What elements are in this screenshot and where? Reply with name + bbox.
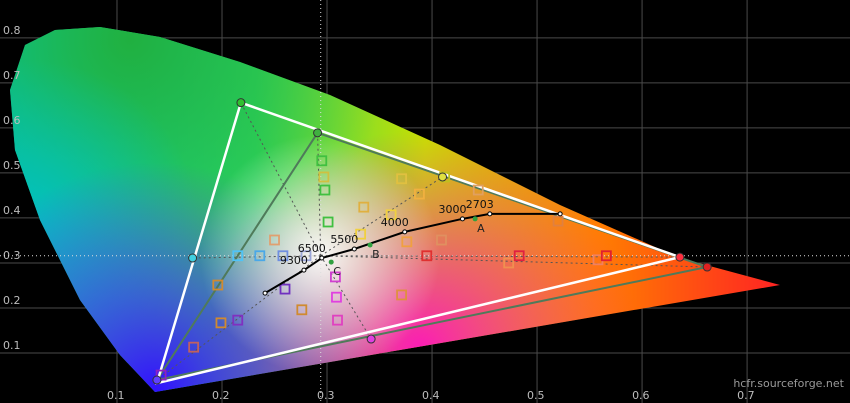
temperature-label: 6500 <box>298 242 326 255</box>
square-marker <box>296 304 308 316</box>
square-marker <box>319 184 331 196</box>
x-tick-label: 0.4 <box>422 389 440 402</box>
square-marker <box>396 173 407 185</box>
square-marker <box>421 250 433 262</box>
locus-point <box>402 229 408 235</box>
locus-point <box>301 267 307 273</box>
locus-point <box>557 211 563 217</box>
locus-point <box>319 255 325 261</box>
locus-point <box>351 246 357 252</box>
locus-point <box>459 216 465 222</box>
temperature-label: 3000 <box>438 203 466 216</box>
square-marker <box>322 216 334 228</box>
y-tick-label: 0.3 <box>3 249 21 262</box>
locus-point <box>262 290 268 296</box>
square-marker <box>232 314 244 326</box>
planckian-locus <box>264 212 561 294</box>
ray <box>240 102 322 256</box>
x-tick-label: 0.6 <box>632 389 650 402</box>
square-marker <box>212 279 224 291</box>
square-marker <box>472 184 484 196</box>
ray <box>317 132 322 256</box>
ray <box>320 255 372 340</box>
ray <box>192 255 321 259</box>
circle-marker <box>438 172 448 182</box>
illuminant-point <box>328 259 334 265</box>
square-marker <box>414 188 425 200</box>
square-marker <box>513 250 525 262</box>
measured-gamut <box>154 131 711 382</box>
square-marker <box>316 155 328 167</box>
square-marker <box>358 201 370 213</box>
x-tick-label: 0.3 <box>317 389 335 402</box>
locus-point <box>487 211 493 217</box>
circle-marker <box>152 375 162 385</box>
circle-marker <box>675 252 685 262</box>
illuminant-point <box>472 216 478 222</box>
temperature-label: 9300 <box>280 254 308 267</box>
square-marker <box>396 289 407 301</box>
square-marker <box>436 234 447 246</box>
ray <box>156 255 322 381</box>
square-marker <box>331 291 342 303</box>
circle-marker <box>702 262 712 272</box>
square-marker <box>332 314 343 326</box>
square-marker <box>300 250 312 262</box>
x-tick-label: 0.1 <box>107 389 125 402</box>
y-tick-label: 0.4 <box>3 204 21 217</box>
square-marker <box>232 250 244 262</box>
x-tick-label: 0.2 <box>212 389 230 402</box>
square-marker <box>279 283 291 295</box>
square-marker <box>503 257 515 269</box>
temperature-label: 4000 <box>381 216 409 229</box>
square-marker <box>254 250 266 262</box>
temperature-label: 5500 <box>330 233 358 246</box>
square-marker <box>385 209 397 221</box>
circle-marker <box>313 128 323 138</box>
circle-marker <box>366 334 376 344</box>
y-tick-label: 0.1 <box>3 339 21 352</box>
y-tick-label: 0.5 <box>3 159 21 172</box>
x-tick-label: 0.5 <box>527 389 545 402</box>
square-marker <box>269 234 280 246</box>
reference-gamut <box>155 101 685 385</box>
circle-marker <box>236 98 246 108</box>
square-marker <box>401 236 413 248</box>
x-tick-label: 0.7 <box>737 389 755 402</box>
square-marker <box>552 215 564 227</box>
y-tick-label: 0.7 <box>3 69 21 82</box>
y-tick-label: 0.8 <box>3 24 21 37</box>
square-marker <box>215 317 227 329</box>
y-tick-label: 0.2 <box>3 294 21 307</box>
square-marker <box>277 250 289 262</box>
illuminant-label: C <box>333 265 341 278</box>
square-marker <box>330 271 341 283</box>
temperature-label: 2703 <box>466 198 494 211</box>
square-marker <box>600 250 612 262</box>
circle-marker <box>188 253 198 263</box>
illuminant-label: B <box>372 248 380 261</box>
illuminant-label: A <box>477 222 485 235</box>
square-marker <box>355 228 367 240</box>
square-marker <box>188 341 200 353</box>
square-marker <box>318 171 330 183</box>
watermark: hcfr.sourceforge.net <box>733 377 844 390</box>
y-tick-label: 0.6 <box>3 114 21 127</box>
illuminant-point <box>367 242 373 248</box>
